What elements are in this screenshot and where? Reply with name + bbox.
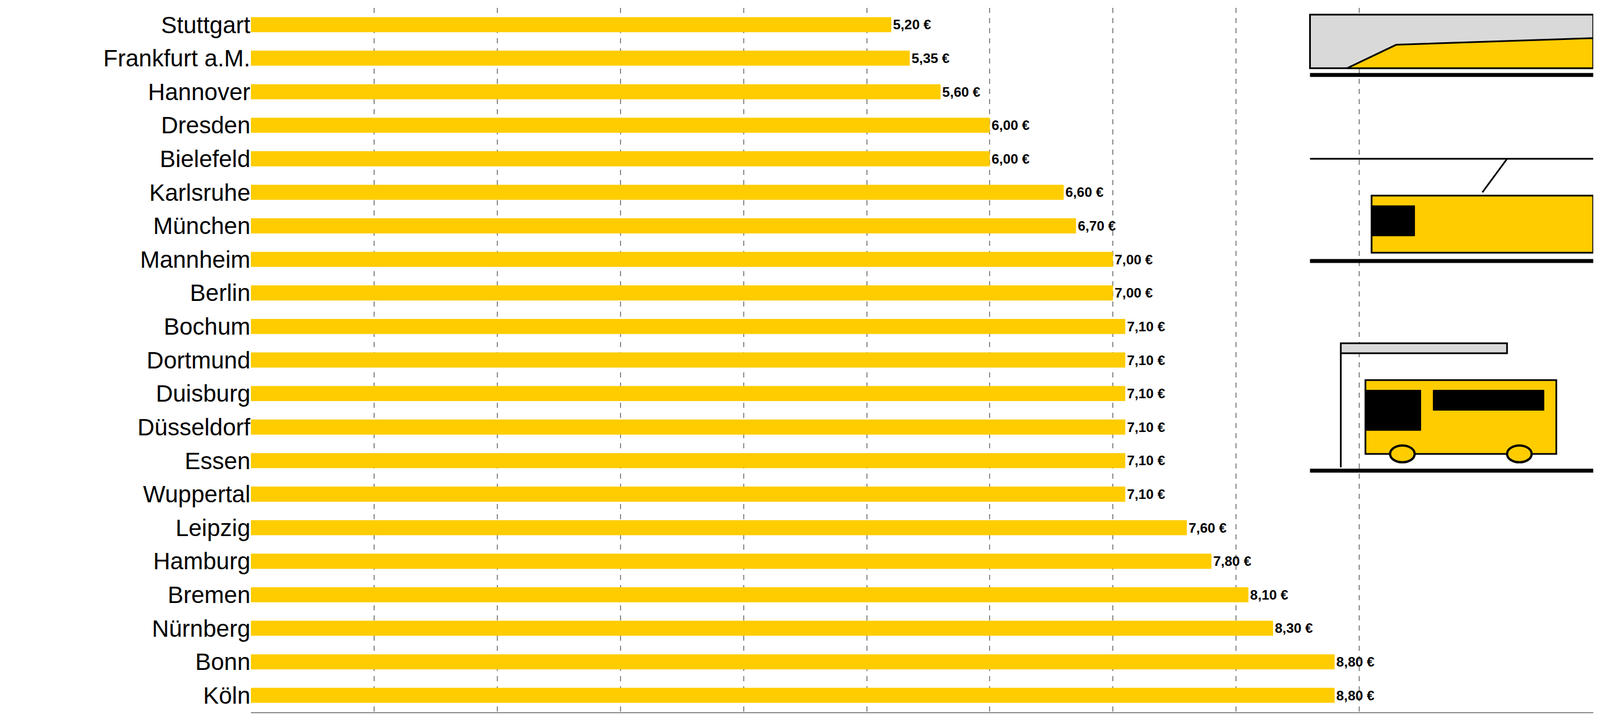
svg-text:6,00 €: 6,00 € <box>991 117 1030 133</box>
svg-text:8,30 €: 8,30 € <box>1274 620 1314 636</box>
svg-text:7,10 €: 7,10 € <box>1126 452 1166 469</box>
svg-text:Bonn: Bonn <box>195 648 251 676</box>
svg-text:Dresden: Dresden <box>160 111 251 139</box>
svg-text:8,80 €: 8,80 € <box>1336 688 1375 704</box>
svg-text:Köln: Köln <box>203 682 251 709</box>
svg-text:7,10 €: 7,10 € <box>1126 385 1166 402</box>
svg-text:6,70 €: 6,70 € <box>1077 218 1117 234</box>
svg-text:Nürnberg: Nürnberg <box>151 615 251 642</box>
svg-text:7,00 €: 7,00 € <box>1114 285 1153 301</box>
svg-text:Hannover: Hannover <box>147 78 251 106</box>
svg-text:Berlin: Berlin <box>190 279 251 307</box>
svg-text:Bielefeld: Bielefeld <box>159 145 251 173</box>
svg-text:6,00 €: 6,00 € <box>991 151 1030 167</box>
svg-text:Duisburg: Duisburg <box>155 380 251 407</box>
svg-text:7,10 €: 7,10 € <box>1126 318 1166 335</box>
svg-text:8,80 €: 8,80 € <box>1336 654 1375 670</box>
svg-text:München: München <box>153 212 251 240</box>
svg-text:Frankfurt a.M.: Frankfurt a.M. <box>103 45 251 72</box>
svg-text:Hamburg: Hamburg <box>153 547 251 575</box>
svg-text:Leipzig: Leipzig <box>175 514 251 542</box>
svg-text:Bremen: Bremen <box>167 581 251 609</box>
svg-text:Dortmund: Dortmund <box>146 347 251 374</box>
svg-text:Bochum: Bochum <box>163 313 251 340</box>
svg-text:5,35 €: 5,35 € <box>911 50 950 66</box>
svg-text:7,10 €: 7,10 € <box>1126 486 1166 502</box>
svg-text:8,10 €: 8,10 € <box>1250 587 1289 603</box>
svg-text:Wuppertal: Wuppertal <box>142 481 251 508</box>
svg-text:Essen: Essen <box>184 447 251 475</box>
svg-text:5,60 €: 5,60 € <box>942 84 981 100</box>
svg-text:Düsseldorf: Düsseldorf <box>137 414 251 441</box>
svg-text:7,80 €: 7,80 € <box>1212 553 1252 569</box>
svg-text:6,60 €: 6,60 € <box>1065 184 1104 200</box>
svg-text:7,10 €: 7,10 € <box>1126 352 1166 368</box>
svg-text:7,00 €: 7,00 € <box>1114 252 1153 268</box>
svg-text:Mannheim: Mannheim <box>140 246 251 273</box>
svg-text:7,60 €: 7,60 € <box>1188 520 1228 536</box>
svg-text:5,20 €: 5,20 € <box>892 16 932 33</box>
svg-text:Karlsruhe: Karlsruhe <box>149 179 251 206</box>
svg-text:7,10 €: 7,10 € <box>1126 419 1166 435</box>
svg-text:Stuttgart: Stuttgart <box>160 11 251 39</box>
